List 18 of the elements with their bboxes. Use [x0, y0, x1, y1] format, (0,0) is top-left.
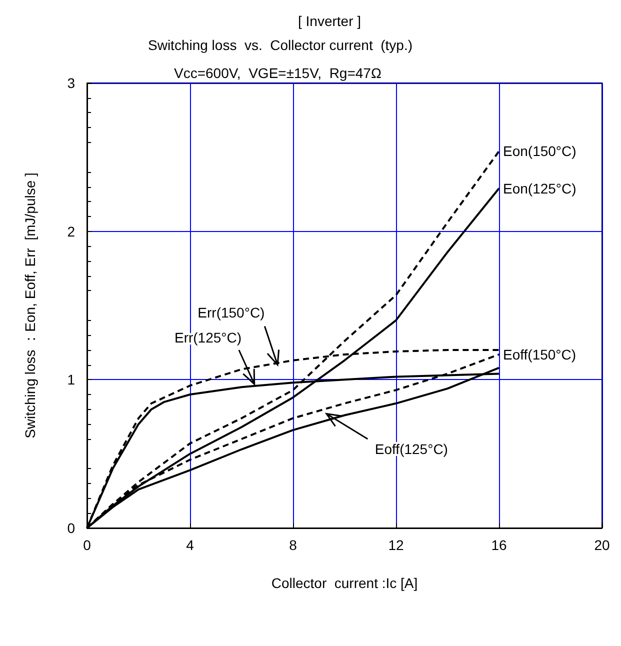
series-label: Eon(150°C) [503, 143, 576, 160]
x-tick-label: 0 [83, 537, 92, 553]
x-tick-label: 20 [594, 537, 610, 553]
chart-subtitle: Switching loss vs. Collector current (typ.) Vcc=600V, VGE=±15V, Rg=47Ω [148, 37, 413, 81]
y-axis-title: Switching loss ：Eon, Eoff, Err [mJ/pulse ] [22, 172, 38, 438]
x-tick-label: 8 [289, 537, 298, 553]
y-tick-label: 3 [67, 75, 76, 91]
series-label: Eoff(150°C) [503, 346, 576, 362]
x-tick-label: 12 [388, 537, 404, 553]
x-tick-label: 16 [491, 537, 507, 553]
y-tick-label: 0 [67, 520, 76, 536]
y-tick-label: 1 [67, 372, 76, 388]
x-axis-title: Collector current :Ic [A] [271, 575, 418, 591]
y-tick-label: 2 [67, 223, 76, 240]
text: Err(150°C) [198, 304, 265, 320]
x-tick-label: 4 [186, 537, 194, 553]
series-label: Eon(125°C) [503, 180, 576, 196]
chart-title: [ Inverter ] [298, 13, 362, 29]
